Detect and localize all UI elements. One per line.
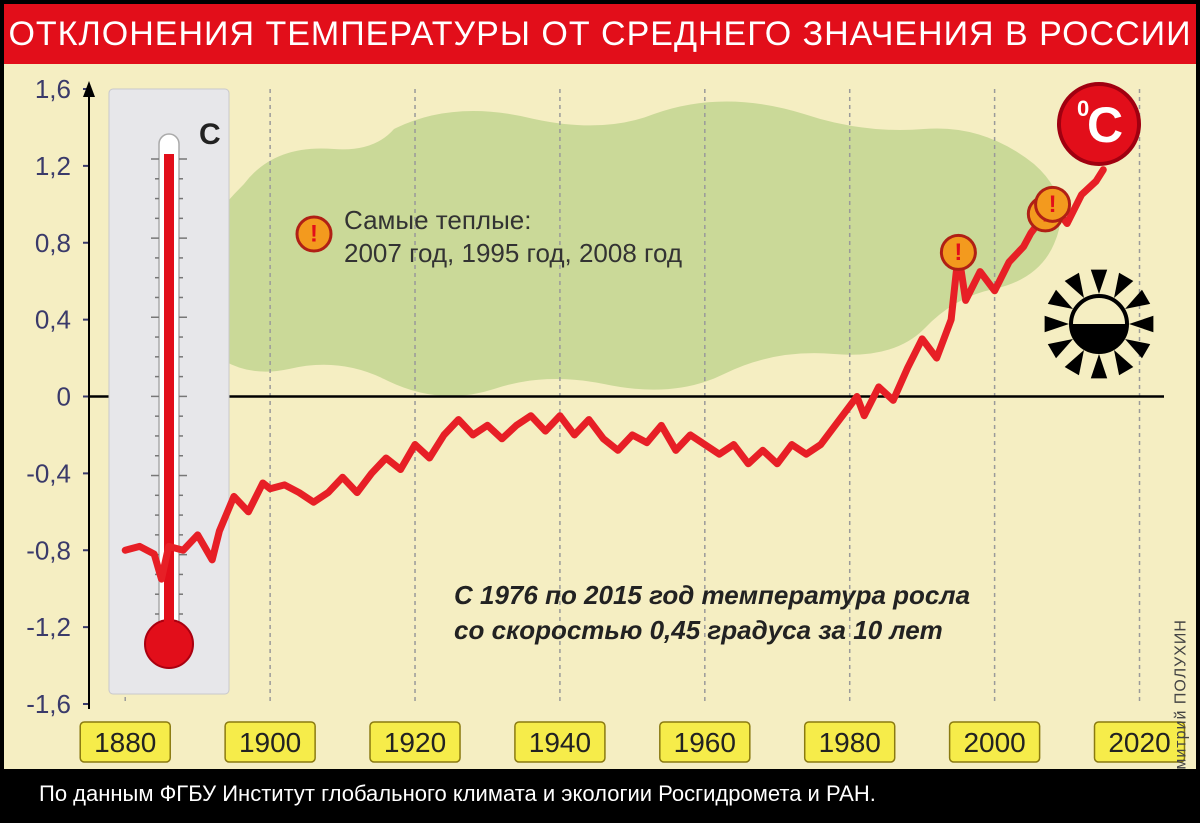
sun-ray-icon	[1091, 270, 1107, 294]
x-tick-label: 2000	[963, 727, 1025, 758]
source-text: По данным ФГБУ Институт глобального клим…	[39, 781, 876, 807]
y-tick-label: -1,2	[26, 612, 71, 642]
sun-ray-icon	[1114, 273, 1133, 298]
headline-bar: ОТКЛОНЕНИЯ ТЕМПЕРАТУРЫ ОТ СРЕДНЕГО ЗНАЧЕ…	[4, 4, 1196, 64]
annotation-warm-line2: 2007 год, 1995 год, 2008 год	[344, 238, 682, 268]
author-credit: Дмитрий ПОЛУХИН	[1172, 619, 1190, 781]
exclamation-icon: !	[954, 239, 962, 266]
sun-ray-icon	[1048, 290, 1073, 309]
y-tick-label: 0	[57, 382, 71, 412]
chart-area: 1,61,20,80,40-0,4-0,8-1,2-1,6C!!!С0!Самы…	[4, 64, 1196, 773]
source-bar: По данным ФГБУ Институт глобального клим…	[4, 769, 1196, 819]
annotation-trend-line2: со скоростью 0,45 градуса за 10 лет	[454, 615, 943, 645]
infographic-frame: ОТКЛОНЕНИЯ ТЕМПЕРАТУРЫ ОТ СРЕДНЕГО ЗНАЧЕ…	[0, 0, 1200, 823]
x-tick-label: 1940	[529, 727, 591, 758]
headline-text: ОТКЛОНЕНИЯ ТЕМПЕРАТУРЫ ОТ СРЕДНЕГО ЗНАЧЕ…	[8, 15, 1191, 54]
y-tick-label: 0,4	[35, 305, 71, 335]
sun-ray-icon	[1125, 339, 1150, 358]
y-tick-label: -1,6	[26, 689, 71, 719]
sun-ray-icon	[1065, 273, 1084, 298]
exclamation-icon: !	[1049, 191, 1057, 218]
sun-ray-icon	[1091, 354, 1107, 378]
x-tick-label: 1880	[94, 727, 156, 758]
celsius-badge-letter: С	[1087, 97, 1123, 153]
y-tick-label: 0,8	[35, 228, 71, 258]
x-tick-label: 1980	[819, 727, 881, 758]
exclamation-icon: !	[310, 221, 318, 248]
sun-ray-icon	[1045, 316, 1069, 332]
sun-ray-icon	[1065, 350, 1084, 375]
annotation-trend-line1: С 1976 по 2015 год температура росла	[454, 580, 970, 610]
sun-highlight	[1071, 296, 1127, 324]
x-tick-label: 1900	[239, 727, 301, 758]
annotation-warm-line1: Самые теплые:	[344, 205, 531, 235]
x-tick-label: 1920	[384, 727, 446, 758]
sun-ray-icon	[1048, 339, 1073, 358]
sun-ray-icon	[1125, 290, 1150, 309]
y-tick-label: -0,4	[26, 458, 71, 488]
y-tick-label: 1,2	[35, 151, 71, 181]
sun-ray-icon	[1129, 316, 1153, 332]
x-tick-label: 2020	[1108, 727, 1170, 758]
celsius-badge-degree: 0	[1077, 96, 1089, 121]
x-tick-label: 1960	[674, 727, 736, 758]
y-tick-label: -0,8	[26, 535, 71, 565]
sun-ray-icon	[1114, 350, 1133, 375]
y-tick-label: 1,6	[35, 74, 71, 104]
thermometer-unit: C	[199, 118, 221, 151]
